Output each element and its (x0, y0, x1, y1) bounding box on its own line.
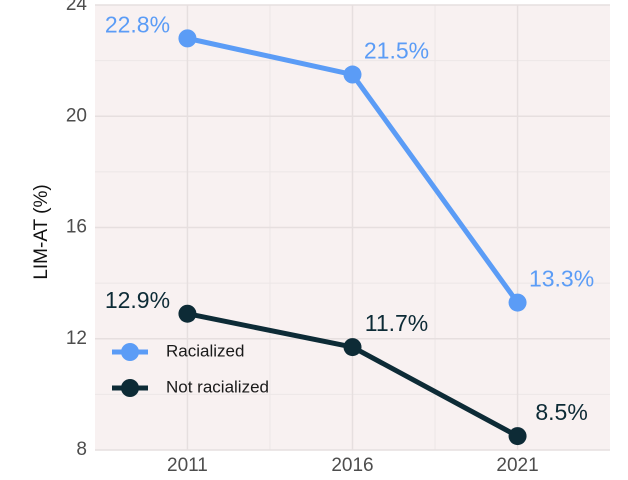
x-tick-label: 2021 (496, 455, 538, 476)
y-tick-label: 16 (66, 217, 87, 238)
legend-key-point (121, 379, 139, 397)
x-tick-label: 2016 (331, 455, 373, 476)
x-tick-label: 2011 (167, 455, 208, 476)
data-point (508, 427, 527, 446)
legend-label: Not racialized (166, 377, 269, 396)
data-label: 11.7% (365, 310, 429, 336)
data-label: 8.5% (535, 399, 587, 425)
y-tick-label: 12 (66, 328, 87, 349)
data-label: 12.9% (105, 287, 170, 313)
y-tick-label: 24 (66, 0, 88, 15)
data-point (178, 304, 197, 323)
data-point (343, 65, 362, 84)
data-label: 21.5% (364, 38, 429, 64)
data-point (178, 29, 197, 48)
y-axis-label: LIM-AT (%) (31, 184, 52, 279)
y-tick-label: 20 (66, 105, 87, 126)
legend-key-point (121, 343, 139, 361)
legend-label: Racialized (166, 341, 244, 360)
data-label: 22.8% (105, 11, 170, 37)
y-tick-label: 8 (76, 439, 87, 460)
data-label: 13.3% (529, 266, 594, 292)
data-point (343, 338, 362, 357)
data-point (508, 293, 527, 312)
